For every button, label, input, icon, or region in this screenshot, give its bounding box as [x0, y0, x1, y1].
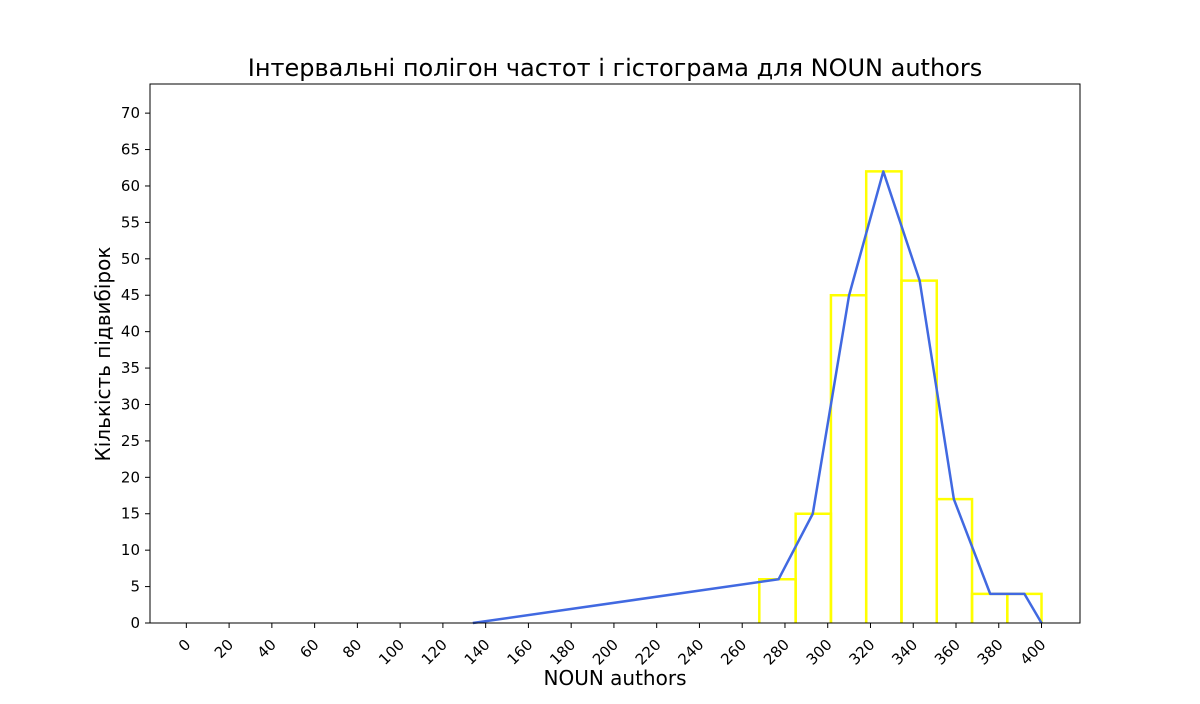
plot-area — [150, 84, 1080, 623]
polygon-line — [472, 170, 1043, 625]
x-tick-label: 20 — [211, 636, 237, 662]
y-tick-label: 70 — [121, 104, 140, 122]
y-tick-label: 30 — [121, 395, 140, 413]
y-tick-label: 60 — [121, 177, 140, 195]
y-tick-label: 55 — [121, 213, 140, 231]
plot-frame — [149, 83, 1081, 624]
x-tick-label: 160 — [503, 636, 536, 669]
x-tick-label: 100 — [375, 636, 408, 669]
y-tick-label: 5 — [130, 578, 140, 596]
x-tick-label: 140 — [461, 636, 494, 669]
x-tick-label: 240 — [674, 636, 707, 669]
y-tick-label: 25 — [121, 432, 140, 450]
x-tick-label: 80 — [339, 636, 365, 662]
x-tick-label: 280 — [760, 636, 793, 669]
y-tick-label: 45 — [121, 286, 140, 304]
x-tick-label: 380 — [974, 636, 1007, 669]
x-tick-label: 120 — [418, 636, 451, 669]
y-tick-label: 40 — [121, 323, 140, 341]
x-tick-label: 360 — [931, 636, 964, 669]
y-tick-label: 20 — [121, 468, 140, 486]
x-tick-label: 400 — [1017, 636, 1050, 669]
x-tick-label: 300 — [803, 636, 836, 669]
y-tick-label: 35 — [121, 359, 140, 377]
x-tick-label: 180 — [546, 636, 579, 669]
x-tick-label: 220 — [632, 636, 665, 669]
y-tick-label: 65 — [121, 141, 140, 159]
x-tick-label: 340 — [888, 636, 921, 669]
y-axis-label: Кількість підвибірок — [91, 247, 115, 462]
chart-title: Інтервальні полігон частот і гістограма … — [248, 54, 982, 82]
x-tick-label: 40 — [254, 636, 280, 662]
y-tick-label: 15 — [121, 505, 140, 523]
x-axis-label: NOUN authors — [544, 666, 687, 690]
x-tick-label: 260 — [717, 636, 750, 669]
x-tick-label: 60 — [296, 636, 322, 662]
x-tick-label: 320 — [846, 636, 879, 669]
x-tick-label: 0 — [175, 636, 194, 655]
y-tick-label: 10 — [121, 541, 140, 559]
y-tick-label: 50 — [121, 250, 140, 268]
x-tick-label: 200 — [589, 636, 622, 669]
y-tick-label: 0 — [130, 614, 140, 632]
